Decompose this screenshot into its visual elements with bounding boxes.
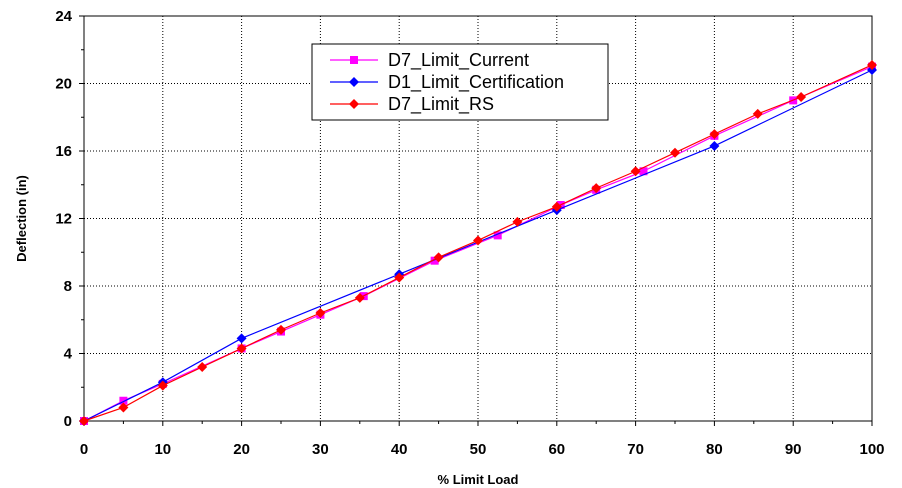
data-point bbox=[630, 166, 641, 177]
data-point bbox=[752, 108, 763, 119]
data-point bbox=[591, 183, 602, 194]
data-point bbox=[551, 201, 562, 212]
data-point bbox=[433, 252, 444, 263]
data-point bbox=[493, 231, 502, 240]
x-axis-title: % Limit Load bbox=[438, 472, 519, 487]
data-point bbox=[867, 65, 877, 75]
data-point bbox=[639, 167, 648, 176]
legend-marker bbox=[349, 77, 359, 87]
data-point bbox=[430, 256, 439, 265]
data-point bbox=[709, 129, 720, 140]
legend-label: D7_Limit_Current bbox=[388, 50, 529, 71]
legend-marker bbox=[350, 56, 358, 64]
series-group bbox=[79, 59, 877, 426]
y-tick-label: 24 bbox=[55, 8, 72, 25]
x-tick-label: 60 bbox=[548, 441, 565, 458]
x-tick-label: 100 bbox=[859, 441, 884, 458]
series-d7-limit-rs bbox=[79, 59, 877, 426]
y-tick-label: 0 bbox=[64, 413, 72, 430]
legend-marker bbox=[349, 99, 359, 109]
y-tick-label: 8 bbox=[64, 278, 72, 295]
x-tick-label: 10 bbox=[154, 441, 171, 458]
data-point bbox=[118, 402, 129, 413]
x-tick-label: 40 bbox=[391, 441, 408, 458]
legend-label: D7_Limit_RS bbox=[388, 94, 494, 115]
data-point bbox=[394, 272, 405, 283]
legend: D7_Limit_CurrentD1_Limit_CertificationD7… bbox=[311, 43, 609, 121]
y-tick-label: 4 bbox=[64, 346, 73, 363]
data-point bbox=[119, 396, 128, 405]
data-point bbox=[315, 308, 326, 318]
x-tick-label: 70 bbox=[627, 441, 644, 458]
data-point bbox=[796, 92, 807, 102]
data-point bbox=[236, 333, 247, 344]
data-point bbox=[670, 147, 680, 158]
y-tick-label: 12 bbox=[55, 211, 72, 228]
data-point bbox=[276, 324, 286, 335]
data-point bbox=[157, 380, 168, 391]
data-point bbox=[709, 140, 720, 151]
axis-ticks: 0 10 20 30 40 50 60 70 80 90 100 0 4 8 12 16 20 24 bbox=[55, 8, 884, 458]
legend-item: D7_Limit_Current bbox=[330, 50, 529, 71]
data-point bbox=[354, 292, 365, 303]
data-point bbox=[512, 216, 523, 227]
y-axis-title: Deflection (in) bbox=[14, 175, 29, 262]
data-point bbox=[473, 235, 483, 246]
x-tick-label: 50 bbox=[470, 441, 487, 458]
y-tick-label: 20 bbox=[55, 76, 72, 93]
legend-label: D1_Limit_Certification bbox=[388, 72, 564, 93]
series-line bbox=[83, 64, 873, 422]
data-point bbox=[867, 59, 877, 70]
data-point bbox=[236, 343, 247, 354]
x-tick-label: 90 bbox=[785, 441, 802, 458]
data-point bbox=[197, 362, 208, 372]
legend-item: D1_Limit_Certification bbox=[330, 72, 564, 93]
x-tick-label: 20 bbox=[233, 441, 250, 458]
data-point bbox=[79, 416, 89, 426]
x-tick-label: 0 bbox=[80, 441, 88, 458]
x-tick-label: 80 bbox=[706, 441, 723, 458]
y-tick-label: 16 bbox=[55, 143, 72, 160]
x-tick-label: 30 bbox=[312, 441, 329, 458]
legend-item: D7_Limit_RS bbox=[330, 94, 494, 115]
